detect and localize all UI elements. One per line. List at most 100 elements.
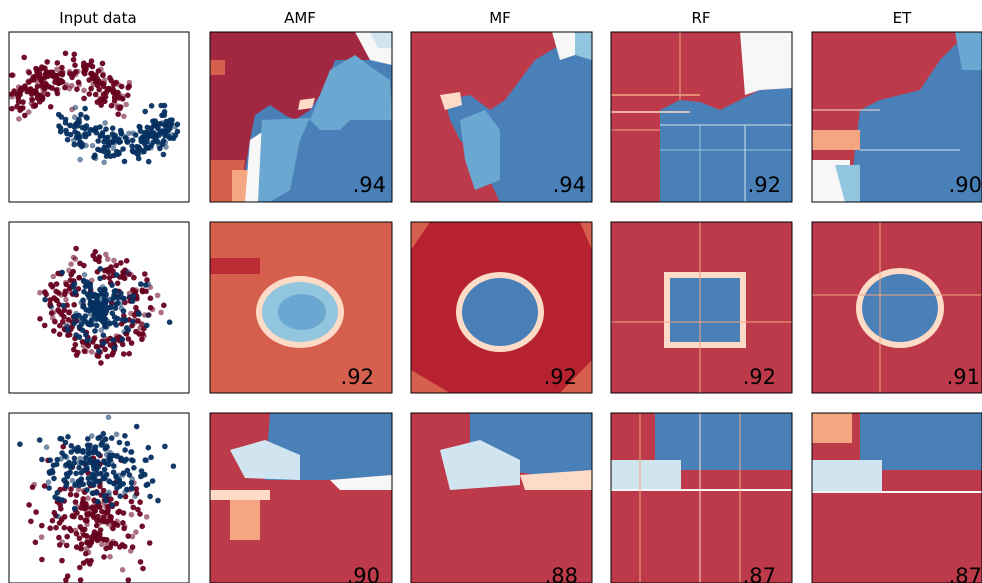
scatter-point <box>95 451 102 457</box>
scatter-point <box>60 443 66 450</box>
scatter-point <box>135 310 142 317</box>
panel-rf-linear <box>611 413 792 583</box>
scatter-point <box>32 539 39 546</box>
scatter-point <box>135 155 142 162</box>
scatter-point <box>76 274 82 281</box>
scatter-point <box>67 288 73 295</box>
scatter-point <box>138 281 144 287</box>
scatter-point <box>78 111 84 118</box>
scatter-point <box>71 320 77 327</box>
scatter-point <box>111 152 117 159</box>
scatter-points-linear <box>17 414 177 583</box>
scatter-point <box>55 496 61 503</box>
col-title-et: ET <box>893 9 912 27</box>
scatter-point <box>98 66 104 73</box>
scatter-point <box>56 520 63 526</box>
scatter-point <box>163 118 170 125</box>
scatter-point <box>125 327 131 333</box>
scatter-point <box>110 520 117 527</box>
scatter-point <box>91 335 98 342</box>
scatter-point <box>93 322 100 329</box>
scatter-point <box>123 258 130 264</box>
scatter-point <box>119 341 126 348</box>
scatter-point <box>97 124 103 130</box>
scatter-point <box>129 533 136 540</box>
scatter-point <box>133 304 139 311</box>
scatter-point <box>83 142 89 149</box>
scatter-point <box>71 302 77 308</box>
scatter-point <box>71 505 78 512</box>
scatter-point <box>76 334 83 340</box>
scatter-point <box>130 457 136 464</box>
scatter-point <box>63 462 69 468</box>
scatter-point <box>53 524 59 531</box>
scatter-point <box>91 459 97 465</box>
scatter-point <box>74 510 80 516</box>
scatter-point <box>62 439 69 446</box>
scatter-point <box>131 274 137 281</box>
scatter-point <box>50 309 57 316</box>
scatter-point <box>61 524 68 531</box>
scatter-point <box>102 537 108 543</box>
col-title-amf: AMF <box>284 9 316 27</box>
scatter-point <box>120 146 126 152</box>
scatter-point <box>110 295 117 302</box>
scatter-point <box>144 129 150 136</box>
scatter-point <box>97 535 104 542</box>
scatter-point <box>27 86 34 92</box>
scatter-point <box>113 431 120 438</box>
scatter-point <box>133 328 139 335</box>
scatter-point <box>37 316 43 322</box>
scatter-point <box>22 112 28 119</box>
scatter-point <box>121 158 128 165</box>
scatter-point <box>103 137 109 144</box>
scatter-point <box>118 455 124 462</box>
scatter-point <box>94 344 101 350</box>
scatter-point <box>100 430 107 437</box>
scatter-point <box>133 486 140 492</box>
scatter-point <box>55 513 61 520</box>
scatter-point <box>150 118 156 124</box>
scatter-point <box>45 479 52 486</box>
scatter-point <box>77 577 84 583</box>
scatter-point <box>114 280 121 287</box>
scatter-point <box>143 288 149 295</box>
row-circles: .92 .92 .92 .91 <box>8 221 982 394</box>
scatter-point <box>113 272 120 278</box>
scatter-point <box>92 533 99 539</box>
scatter-point <box>97 275 103 282</box>
panel-et-linear <box>812 413 982 583</box>
scatter-point <box>89 471 96 478</box>
scatter-point <box>159 112 165 119</box>
scatter-point <box>106 275 113 281</box>
scatter-point <box>77 514 84 521</box>
scatter-point <box>30 74 37 80</box>
scatter-point <box>167 135 173 141</box>
scatter-point <box>87 442 93 449</box>
scatter-point <box>66 68 73 75</box>
scatter-point <box>68 261 74 268</box>
scatter-point <box>147 493 153 500</box>
scatter-point <box>114 300 121 306</box>
scatter-point <box>122 493 129 500</box>
scatter-point <box>118 321 125 327</box>
scatter-point <box>81 60 87 66</box>
scatter-point <box>170 463 177 470</box>
scatter-point <box>62 279 69 286</box>
scatter-point <box>117 544 123 550</box>
scatter-point <box>90 81 97 88</box>
scatter-point <box>88 557 94 564</box>
scatter-point <box>113 262 120 269</box>
score-mf-moons: .94 <box>553 173 586 197</box>
scatter-point <box>114 485 120 491</box>
scatter-point <box>144 322 150 329</box>
scatter-point <box>61 307 68 314</box>
scatter-point <box>49 284 56 290</box>
scatter-point <box>89 63 96 70</box>
scatter-point <box>105 319 112 325</box>
scatter-point <box>110 145 117 151</box>
scatter-point <box>73 245 79 252</box>
scatter-point <box>93 125 99 131</box>
scatter-point <box>118 290 124 297</box>
scatter-point <box>94 498 101 505</box>
